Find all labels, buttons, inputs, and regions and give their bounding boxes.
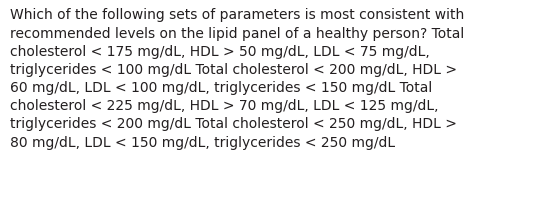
Text: Which of the following sets of parameters is most consistent with
recommended le: Which of the following sets of parameter… <box>10 8 464 150</box>
